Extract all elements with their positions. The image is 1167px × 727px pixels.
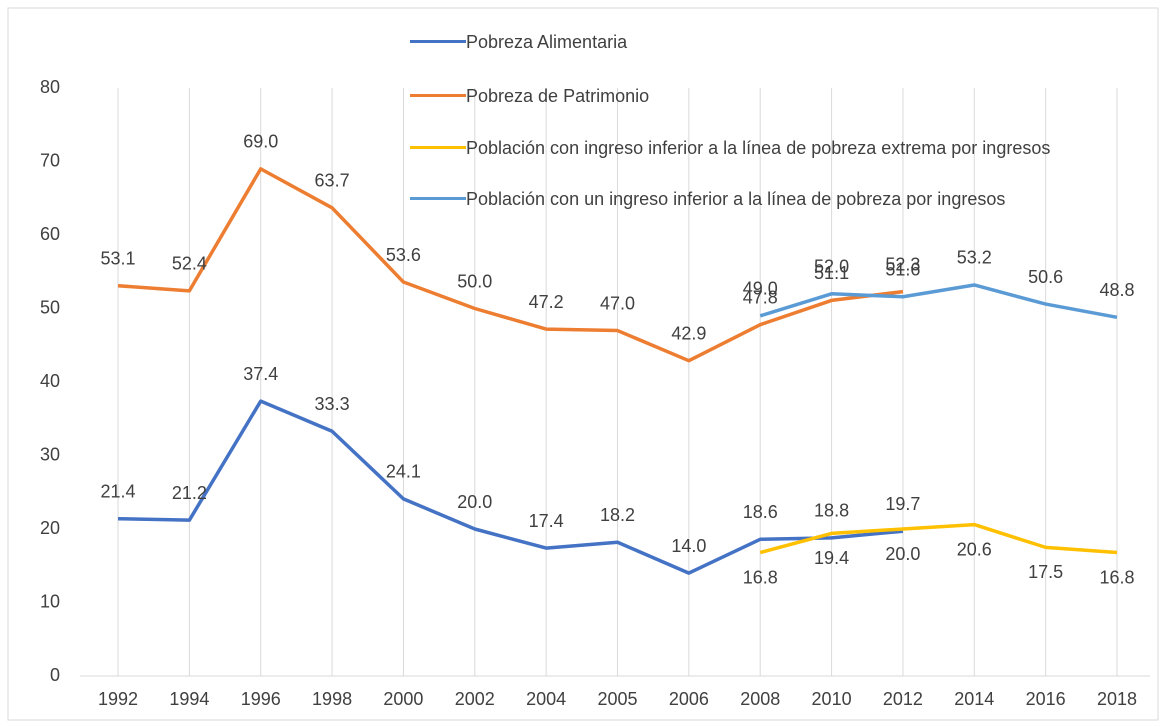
data-label: 14.0 bbox=[671, 536, 706, 556]
data-label: 47.0 bbox=[600, 293, 635, 313]
series-line bbox=[117, 167, 904, 363]
data-label: 47.8 bbox=[743, 287, 778, 307]
data-label: 69.0 bbox=[243, 132, 278, 152]
data-label: 52.4 bbox=[172, 254, 207, 274]
x-tick-label: 2018 bbox=[1097, 689, 1137, 709]
data-label: 52.0 bbox=[814, 257, 849, 277]
data-label: 19.4 bbox=[814, 548, 849, 568]
data-label: 17.4 bbox=[529, 511, 564, 531]
legend-label: Población con ingreso inferior a la líne… bbox=[466, 138, 1051, 158]
x-tick-label: 2002 bbox=[455, 689, 495, 709]
data-label: 24.1 bbox=[386, 462, 421, 482]
data-label: 53.1 bbox=[100, 248, 135, 268]
legend-item: Población con ingreso inferior a la líne… bbox=[410, 136, 1126, 161]
x-tick-label: 2012 bbox=[883, 689, 923, 709]
legend-swatch bbox=[410, 94, 466, 97]
data-label: 20.0 bbox=[885, 544, 920, 564]
data-label: 20.6 bbox=[957, 539, 992, 559]
data-label: 17.5 bbox=[1028, 562, 1063, 582]
legend-item: Pobreza Alimentaria bbox=[410, 30, 1126, 55]
data-label: 20.0 bbox=[457, 492, 492, 512]
series-line bbox=[759, 522, 1118, 555]
data-label: 21.4 bbox=[100, 481, 135, 501]
data-label: 37.4 bbox=[243, 364, 278, 384]
x-tick-label: 2005 bbox=[597, 689, 637, 709]
x-tick-label: 1998 bbox=[312, 689, 352, 709]
legend-swatch bbox=[410, 197, 466, 200]
data-label: 51.6 bbox=[885, 259, 920, 279]
legend-swatch bbox=[410, 40, 466, 43]
legend-label: Pobreza de Patrimonio bbox=[466, 86, 650, 106]
y-tick-label: 20 bbox=[40, 518, 60, 538]
data-label: 18.8 bbox=[814, 501, 849, 521]
data-label: 42.9 bbox=[671, 323, 706, 343]
data-label: 52.3 bbox=[885, 254, 920, 274]
chart-border bbox=[7, 7, 1159, 721]
y-tick-label: 10 bbox=[40, 591, 60, 611]
legend-label: Pobreza Alimentaria bbox=[466, 32, 628, 52]
data-label: 53.2 bbox=[957, 248, 992, 268]
y-tick-label: 70 bbox=[40, 150, 60, 170]
x-tick-label: 2014 bbox=[954, 689, 994, 709]
series-line bbox=[117, 399, 904, 575]
data-label: 50.0 bbox=[457, 271, 492, 291]
data-label: 16.8 bbox=[1099, 567, 1134, 587]
data-label: 18.6 bbox=[743, 502, 778, 522]
data-label: 48.8 bbox=[1099, 280, 1134, 300]
data-label: 50.6 bbox=[1028, 267, 1063, 287]
data-label: 16.8 bbox=[743, 567, 778, 587]
y-tick-label: 30 bbox=[40, 444, 60, 464]
y-tick-label: 60 bbox=[40, 224, 60, 244]
data-label: 18.2 bbox=[600, 505, 635, 525]
data-label: 21.2 bbox=[172, 483, 207, 503]
x-tick-label: 2006 bbox=[669, 689, 709, 709]
x-tick-label: 1994 bbox=[169, 689, 209, 709]
x-tick-label: 2000 bbox=[383, 689, 423, 709]
legend-swatch bbox=[410, 146, 466, 149]
y-tick-label: 40 bbox=[40, 371, 60, 391]
data-label: 33.3 bbox=[315, 394, 350, 414]
y-tick-label: 80 bbox=[40, 77, 60, 97]
x-tick-label: 2004 bbox=[526, 689, 566, 709]
data-label: 51.1 bbox=[814, 263, 849, 283]
legend-item: Pobreza de Patrimonio bbox=[410, 84, 1126, 109]
x-tick-label: 2016 bbox=[1026, 689, 1066, 709]
data-label: 47.2 bbox=[529, 292, 564, 312]
x-tick-label: 1992 bbox=[98, 689, 138, 709]
x-tick-label: 2010 bbox=[812, 689, 852, 709]
series-line bbox=[759, 283, 1118, 320]
legend-item: Población con un ingreso inferior a la l… bbox=[410, 187, 1126, 212]
data-label: 19.7 bbox=[885, 494, 920, 514]
y-tick-label: 0 bbox=[50, 665, 60, 685]
data-label: 53.6 bbox=[386, 245, 421, 265]
y-tick-label: 50 bbox=[40, 297, 60, 317]
data-label: 49.0 bbox=[743, 279, 778, 299]
legend-label: Población con un ingreso inferior a la l… bbox=[466, 189, 1006, 209]
data-label: 63.7 bbox=[315, 171, 350, 191]
x-tick-label: 1996 bbox=[241, 689, 281, 709]
x-tick-label: 2008 bbox=[740, 689, 780, 709]
